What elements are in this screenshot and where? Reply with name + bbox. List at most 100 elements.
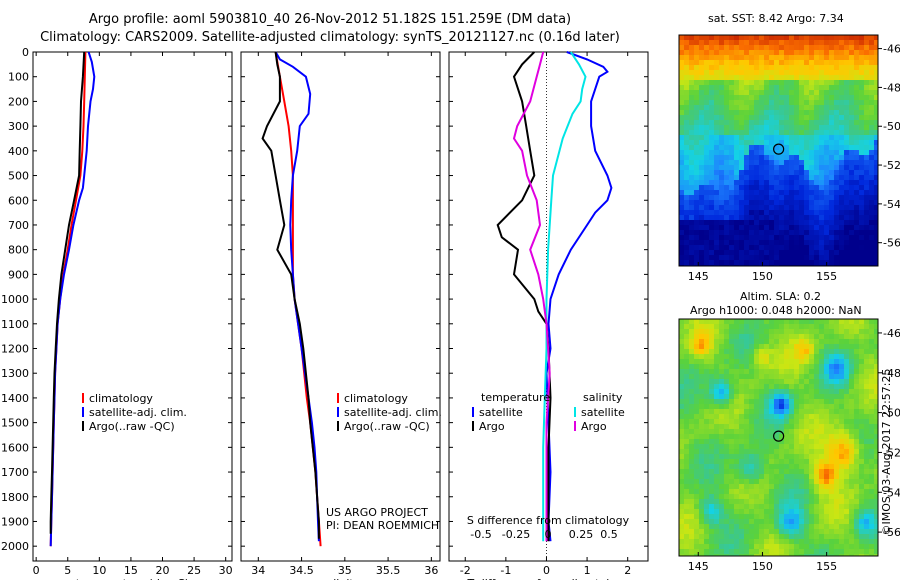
x-tick-label: -2 (460, 564, 471, 577)
y-tick-label: 1300 (1, 367, 29, 380)
secondary-axis-label: S difference from climatology (467, 514, 630, 527)
credit-text: ©IMOS 03-Aug-2017 22:57:25 (880, 369, 893, 536)
x-tick-label: 34 (251, 564, 265, 577)
x-tick-label: 35 (338, 564, 352, 577)
x-tick-label: 36 (424, 564, 438, 577)
map-y-tick-label: -46 (883, 327, 900, 340)
legend-label: Argo(..raw -QC) (344, 420, 430, 433)
map-x-tick-label: 150 (752, 560, 773, 573)
pi-annotation: PI: DEAN ROEMMICH (326, 519, 439, 532)
x-tick-label: 20 (156, 564, 170, 577)
legend-label: climatology (344, 392, 408, 405)
sla-map-title: Altim. SLA: 0.2 (740, 290, 822, 303)
y-tick-label: 1100 (1, 318, 29, 331)
series-line (274, 51, 322, 547)
y-tick-label: 400 (8, 145, 29, 158)
map-y-tick-label: -52 (883, 159, 900, 172)
y-tick-label: 200 (8, 95, 29, 108)
x-tick-label: 15 (124, 564, 138, 577)
y-tick-label: 500 (8, 170, 29, 183)
legend-label: climatology (89, 392, 153, 405)
sla-map (679, 319, 878, 556)
map-y-tick-label: -46 (883, 43, 900, 56)
sst-map (679, 35, 878, 266)
y-tick-label: 1600 (1, 441, 29, 454)
y-tick-label: 300 (8, 120, 29, 133)
series-line (496, 51, 552, 542)
legend-title: salinity (583, 391, 623, 404)
sst-map-title: sat. SST: 8.42 Argo: 7.34 (708, 12, 844, 25)
x-tick-label: -1 (500, 564, 511, 577)
map-y-tick-label: -52 (883, 446, 900, 459)
map-y-tick-label: -50 (883, 407, 900, 420)
map-x-tick-label: 145 (688, 270, 709, 283)
series-line (512, 51, 551, 542)
x-axis-label: temperature (deg C) (76, 577, 189, 580)
legend-label: Argo (479, 420, 505, 433)
map-y-tick-label: -50 (883, 120, 900, 133)
y-tick-label: 100 (8, 71, 29, 84)
y-tick-label: 600 (8, 194, 29, 207)
series-line (542, 51, 587, 542)
y-tick-label: 0 (22, 46, 29, 59)
x-tick-label: 10 (92, 564, 106, 577)
x-tick-label: 35.5 (376, 564, 401, 577)
y-tick-label: 700 (8, 219, 29, 232)
y-tick-label: 1500 (1, 417, 29, 430)
series-line (545, 51, 613, 542)
figure-title: Argo profile: aoml 5903810_40 26-Nov-201… (88, 12, 572, 27)
plot-frame (240, 51, 441, 562)
x-tick-label: 0 (543, 564, 550, 577)
map-frame (678, 34, 879, 267)
x-tick-label: 2 (624, 564, 631, 577)
map-y-tick-label: -56 (883, 526, 900, 539)
x-tick-label: 25 (187, 564, 201, 577)
series-line (49, 51, 96, 547)
secondary-tick-label: 0 (545, 528, 552, 541)
y-tick-label: 1900 (1, 515, 29, 528)
figure-subtitle: Climatology: CARS2009. Satellite-adjuste… (40, 30, 620, 45)
legend-label: satellite (581, 406, 625, 419)
legend-label: Argo(..raw -QC) (89, 420, 175, 433)
plot-frame (448, 51, 649, 562)
series-line (274, 51, 320, 542)
map-y-tick-label: -54 (883, 486, 900, 499)
y-tick-label: 1400 (1, 392, 29, 405)
map-y-tick-label: -48 (883, 81, 900, 94)
x-tick-label: 1 (584, 564, 591, 577)
y-tick-label: 1000 (1, 293, 29, 306)
secondary-tick-label: 0.5 (600, 528, 618, 541)
x-tick-label: 0 (33, 564, 40, 577)
legend-title: temperature (481, 391, 550, 404)
map-y-tick-label: -48 (883, 367, 900, 380)
y-tick-label: 2000 (1, 540, 29, 553)
y-tick-label: 1200 (1, 343, 29, 356)
map-frame (678, 318, 879, 557)
argo-location-marker (773, 143, 785, 155)
map-x-tick-label: 155 (816, 270, 837, 283)
argo-location-marker (773, 430, 785, 442)
map-y-tick-label: -54 (883, 198, 900, 211)
y-tick-label: 800 (8, 244, 29, 257)
pi-annotation: US ARGO PROJECT (326, 506, 428, 519)
legend-label: satellite-adj. clim. (89, 406, 187, 419)
y-tick-label: 1700 (1, 466, 29, 479)
x-axis-label: salinity (321, 577, 361, 580)
legend-label: satellite-adj. clim. (344, 406, 442, 419)
plot-frame (32, 51, 233, 562)
y-tick-label: 900 (8, 268, 29, 281)
secondary-tick-label: -0.25 (502, 528, 530, 541)
map-y-tick-label: -56 (883, 237, 900, 250)
legend-label: Argo (581, 420, 607, 433)
series-line (49, 51, 86, 534)
series-line (261, 51, 320, 539)
y-tick-label: 1800 (1, 491, 29, 504)
secondary-tick-label: -0.5 (470, 528, 491, 541)
x-tick-label: 30 (219, 564, 233, 577)
x-axis-label: T difference from climatology (467, 577, 630, 580)
x-tick-label: 34.5 (289, 564, 314, 577)
legend-label: satellite (479, 406, 523, 419)
map-x-tick-label: 145 (688, 560, 709, 573)
sla-map-subtitle: Argo h1000: 0.048 h2000: NaN (690, 304, 862, 317)
